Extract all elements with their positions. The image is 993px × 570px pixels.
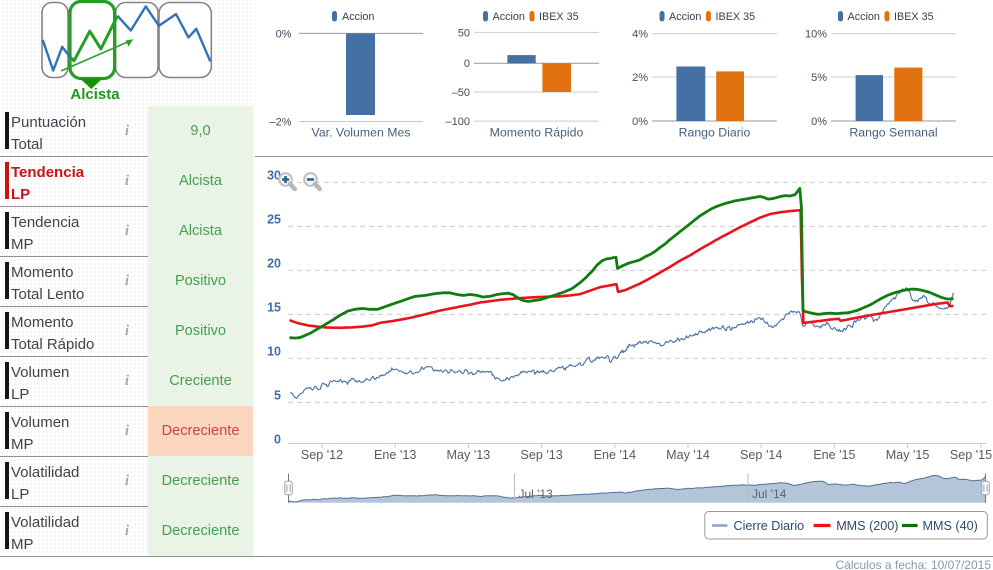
svg-text:MMS (40): MMS (40) bbox=[923, 519, 978, 533]
svg-text:5: 5 bbox=[274, 389, 281, 403]
svg-text:30: 30 bbox=[267, 169, 281, 183]
svg-text:Accion: Accion bbox=[669, 11, 701, 23]
svg-text:IBEX 35: IBEX 35 bbox=[894, 11, 934, 23]
svg-text:Ene '13: Ene '13 bbox=[374, 448, 416, 462]
svg-text:0: 0 bbox=[464, 58, 470, 70]
svg-text:Cierre Diario: Cierre Diario bbox=[734, 519, 805, 533]
svg-text:Rango Diario: Rango Diario bbox=[679, 126, 751, 140]
svg-text:IBEX 35: IBEX 35 bbox=[716, 11, 756, 23]
svg-text:50: 50 bbox=[458, 27, 470, 39]
svg-text:Momento Rápido: Momento Rápido bbox=[490, 126, 584, 140]
svg-text:15: 15 bbox=[267, 301, 281, 315]
svg-text:–2%: –2% bbox=[269, 116, 291, 128]
svg-text:Jul '14: Jul '14 bbox=[752, 487, 787, 501]
svg-text:May '15: May '15 bbox=[886, 448, 930, 462]
svg-text:–50: –50 bbox=[452, 87, 470, 99]
svg-text:4%: 4% bbox=[632, 29, 648, 41]
svg-text:Sep '12: Sep '12 bbox=[301, 448, 343, 462]
svg-text:0%: 0% bbox=[811, 116, 827, 128]
svg-text:5%: 5% bbox=[811, 72, 827, 84]
svg-text:Jul '13: Jul '13 bbox=[519, 487, 554, 501]
svg-text:Ene '15: Ene '15 bbox=[813, 448, 855, 462]
svg-text:0%: 0% bbox=[632, 116, 648, 128]
svg-text:Accion: Accion bbox=[493, 11, 525, 23]
svg-text:10%: 10% bbox=[805, 29, 827, 41]
svg-text:0%: 0% bbox=[276, 28, 292, 40]
svg-text:Sep '14: Sep '14 bbox=[740, 448, 782, 462]
svg-text:10: 10 bbox=[267, 345, 281, 359]
svg-text:May '13: May '13 bbox=[447, 448, 491, 462]
svg-text:Accion: Accion bbox=[848, 11, 880, 23]
svg-text:25: 25 bbox=[267, 213, 281, 227]
svg-text:Accion: Accion bbox=[342, 11, 374, 23]
svg-text:IBEX 35: IBEX 35 bbox=[539, 11, 579, 23]
svg-text:Rango Semanal: Rango Semanal bbox=[849, 126, 937, 140]
svg-text:Var. Volumen Mes: Var. Volumen Mes bbox=[312, 126, 411, 140]
svg-text:May '14: May '14 bbox=[666, 448, 710, 462]
svg-text:Sep '15: Sep '15 bbox=[950, 448, 992, 462]
svg-text:–100: –100 bbox=[446, 116, 470, 128]
svg-text:Sep '13: Sep '13 bbox=[520, 448, 562, 462]
svg-text:MMS (200): MMS (200) bbox=[836, 519, 898, 533]
svg-text:Ene '14: Ene '14 bbox=[594, 448, 636, 462]
svg-text:20: 20 bbox=[267, 257, 281, 271]
svg-text:0: 0 bbox=[274, 433, 281, 447]
svg-text:2%: 2% bbox=[632, 72, 648, 84]
